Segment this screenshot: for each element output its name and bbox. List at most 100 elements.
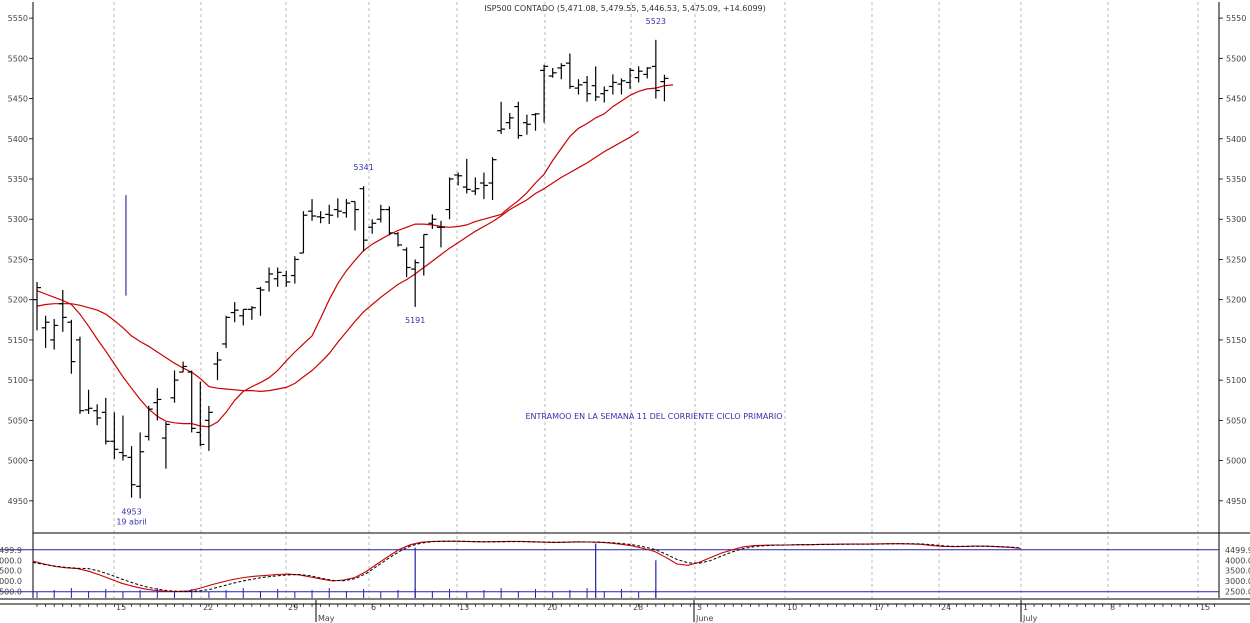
chart-title: ISP500 CONTADO (5,471.08, 5,479.55, 5,44… <box>484 4 766 13</box>
ohlc-bar-46 <box>428 214 437 229</box>
x-tick-label-6: 28 <box>633 603 643 612</box>
annotation-label-2: 5523 <box>646 17 666 26</box>
indicator-y-label-right-3: 3000.0 <box>1225 577 1250 586</box>
annotation-label-1: 5191 <box>405 316 425 325</box>
y-tick-label-left-0: 4950 <box>8 497 28 506</box>
x-tick-label-11: 1 <box>1023 603 1028 612</box>
ohlc-bar-6 <box>84 389 93 414</box>
ohlc-bar-49 <box>454 172 463 186</box>
x-tick-label-5: 20 <box>547 603 557 612</box>
ohlc-bar-5 <box>75 336 84 414</box>
y-tick-label-left-6: 5250 <box>8 255 28 264</box>
ohlc-bar-20 <box>204 405 213 451</box>
indicator-y-label-left-1: 4000.0 <box>0 556 22 565</box>
x-tick-label-3: 6 <box>371 603 376 612</box>
ohlc-bar-13 <box>144 405 153 441</box>
ohlc-bar-29 <box>282 270 291 287</box>
y-tick-label-right-8: 5350 <box>1226 175 1246 184</box>
ohlc-bar-34 <box>325 204 334 225</box>
y-tick-label-right-10: 5450 <box>1226 95 1246 104</box>
ohlc-bar-52 <box>479 172 488 200</box>
y-tick-label-left-9: 5400 <box>8 135 28 144</box>
y-tick-label-right-3: 5100 <box>1226 376 1246 385</box>
ohlc-bar-7 <box>93 404 102 426</box>
ohlc-bar-47 <box>436 220 445 248</box>
ohlc-bar-26 <box>256 286 265 316</box>
ohlc-bar-50 <box>462 158 471 194</box>
ohlc-bar-53 <box>488 157 497 200</box>
ohlc-bar-39 <box>368 219 377 234</box>
ohlc-bar-24 <box>239 308 248 326</box>
x-tick-label-2: 29 <box>288 603 298 612</box>
ohlc-bar-60 <box>548 67 557 78</box>
ohlc-bar-45 <box>419 233 428 276</box>
x-tick-label-13: 15 <box>1200 603 1210 612</box>
ohlc-bar-4 <box>67 319 76 374</box>
indicator-layer <box>0 540 1219 598</box>
ohlc-bar-33 <box>316 211 325 224</box>
ohlc-bar-54 <box>497 101 506 134</box>
x-month-label-2: July <box>1022 614 1038 623</box>
ohlc-bar-18 <box>187 370 196 433</box>
y-tick-label-right-0: 4950 <box>1226 497 1246 506</box>
x-month-label-1: June <box>695 614 714 623</box>
ohlc-bar-63 <box>574 79 583 95</box>
indicator-y-label-left-2: 3500.0 <box>0 567 22 576</box>
ohlc-bar-31 <box>299 211 308 254</box>
ohlc-bar-36 <box>342 199 351 218</box>
ohlc-bar-11 <box>127 446 136 498</box>
x-tick-label-0: 15 <box>116 603 126 612</box>
ohlc-bar-57 <box>522 114 531 135</box>
ohlc-bar-44 <box>411 259 420 307</box>
annotation-label-0: 5341 <box>353 163 373 172</box>
y-tick-label-left-11: 5500 <box>8 54 28 63</box>
annotation-label-3: 4953 <box>121 507 141 516</box>
x-month-label-0: May <box>318 614 335 623</box>
ohlc-bar-15 <box>161 421 170 469</box>
y-tick-label-right-6: 5250 <box>1226 255 1246 264</box>
ohlc-bar-51 <box>471 177 480 196</box>
ohlc-bar-19 <box>196 381 205 447</box>
ohlc-bar-40 <box>376 204 385 223</box>
y-tick-label-right-12: 5550 <box>1226 14 1246 23</box>
y-tick-label-left-4: 5150 <box>8 336 28 345</box>
ohlc-bar-37 <box>351 200 360 231</box>
ohlc-bar-23 <box>230 302 239 323</box>
indicator-line <box>32 540 1022 593</box>
ohlc-bar-22 <box>222 315 231 348</box>
ohlc-bar-14 <box>153 388 162 421</box>
ohlc-bar-67 <box>608 74 617 95</box>
ohlc-bar-3 <box>58 290 67 332</box>
indicator-y-label-right-0: 4499.9 <box>1225 546 1250 555</box>
ohlc-bar-1 <box>41 315 50 348</box>
ohlc-bar-56 <box>514 101 523 139</box>
indicator-y-label-right-1: 4000.0 <box>1225 556 1250 565</box>
indicator-y-label-left-0: 4499.9 <box>0 546 22 555</box>
indicator-y-label-right-4: 2500.0 <box>1225 588 1250 597</box>
bars-layer <box>33 39 669 499</box>
ohlc-bar-21 <box>213 351 222 381</box>
ohlc-bar-64 <box>583 76 592 102</box>
ohlc-bar-73 <box>660 74 669 102</box>
series-ma-fast <box>36 84 674 428</box>
ohlc-bar-65 <box>591 66 600 101</box>
indicator-signal-line <box>32 540 1022 593</box>
ohlc-bar-61 <box>557 63 566 80</box>
ohlc-bar-38 <box>359 186 368 252</box>
indicator-y-label-right-2: 3500.0 <box>1225 567 1250 576</box>
y-tick-label-right-11: 5500 <box>1226 54 1246 63</box>
ohlc-bar-71 <box>643 67 652 79</box>
y-tick-label-left-1: 5000 <box>8 457 28 466</box>
y-tick-label-right-9: 5400 <box>1226 135 1246 144</box>
ohlc-bar-25 <box>247 306 256 320</box>
y-tick-label-left-12: 5550 <box>8 14 28 23</box>
y-tick-label-left-8: 5350 <box>8 175 28 184</box>
x-tick-label-1: 22 <box>203 603 213 612</box>
y-tick-label-left-10: 5450 <box>8 95 28 104</box>
ohlc-bar-43 <box>402 247 411 278</box>
indicator-y-label-left-4: 2500.0 <box>0 588 22 597</box>
indicator-y-label-left-3: 3000.0 <box>0 577 22 586</box>
